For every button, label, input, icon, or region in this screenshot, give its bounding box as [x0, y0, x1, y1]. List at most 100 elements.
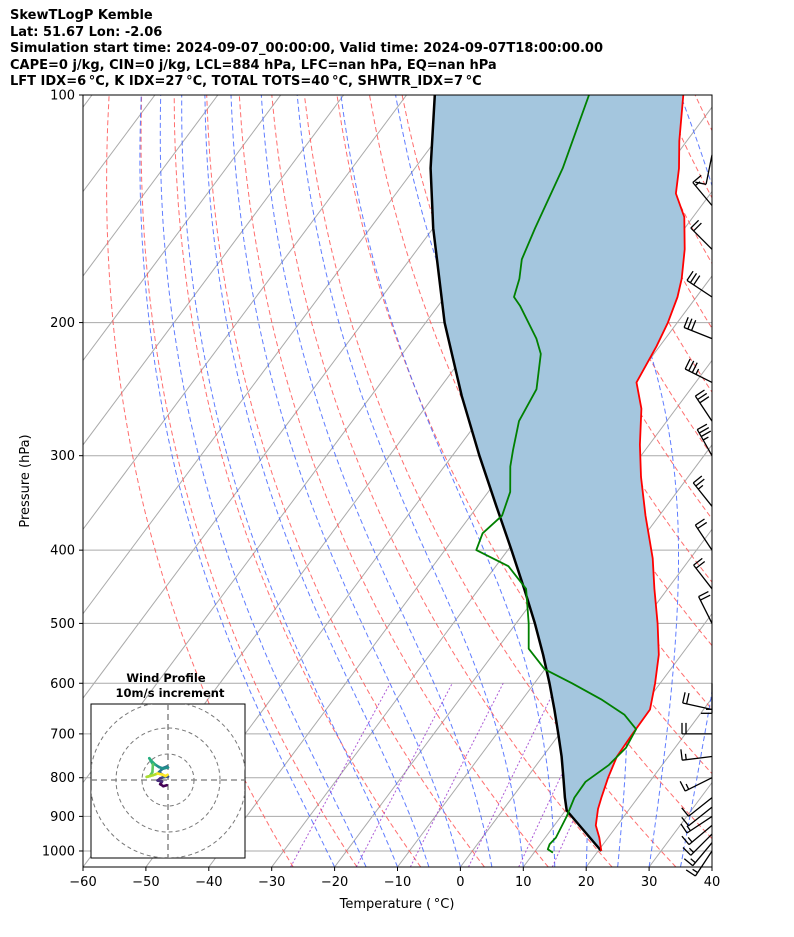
- wind-barb: [685, 850, 713, 877]
- barb-flag: [682, 847, 692, 856]
- barb-shaft: [696, 429, 713, 457]
- moist-adiabat: [340, 95, 556, 867]
- isotherm-gridline: [711, 866, 712, 867]
- barb-flag: [680, 749, 683, 761]
- x-tick-label: −40: [195, 875, 222, 890]
- dry-adiabat: [238, 95, 549, 867]
- dry-adiabat: [206, 95, 485, 867]
- isotherm-gridline: [83, 95, 219, 277]
- barb-flag: [698, 591, 709, 598]
- wind-barb: [682, 833, 713, 856]
- barb-shaft: [684, 777, 713, 792]
- moist-adiabat: [711, 864, 712, 867]
- wind-barb: [680, 815, 713, 834]
- hodograph-title: Wind Profile: [126, 671, 206, 685]
- wind-barb: [698, 591, 713, 624]
- wind-barbs: [679, 154, 713, 877]
- x-tick-label: −10: [384, 875, 411, 890]
- barb-flag: [693, 275, 701, 286]
- wind-barb: [701, 683, 713, 714]
- dry-adiabat: [760, 95, 794, 867]
- wind-barb: [680, 749, 713, 761]
- barb-flag: [683, 858, 694, 867]
- cape-cin-shading: [430, 95, 685, 851]
- barb-shaft: [690, 833, 713, 856]
- y-axis-label: Pressure (hPa): [18, 434, 33, 527]
- barb-shaft: [684, 368, 713, 383]
- hodograph-subtitle: 10m/s increment: [116, 686, 225, 700]
- barb-shaft: [694, 524, 713, 551]
- barb-half-flag: [695, 368, 700, 375]
- barb-flag: [697, 392, 708, 401]
- barb-shaft: [694, 850, 713, 877]
- barb-flag: [693, 222, 702, 232]
- y-tick-label: 700: [50, 727, 75, 742]
- dry-adiabat: [140, 95, 358, 867]
- barb-half-flag: [684, 753, 687, 760]
- barb-flag: [684, 358, 691, 370]
- sounding-profiles: [429, 95, 686, 854]
- mixing-ratio-line: [409, 683, 504, 867]
- barb-half-flag: [702, 436, 709, 441]
- isotherm-gridline: [83, 95, 282, 362]
- x-tick-label: −60: [69, 875, 96, 890]
- barb-flag: [692, 174, 702, 183]
- barb-flag: [685, 869, 696, 877]
- x-tick-label: −30: [258, 875, 285, 890]
- barb-flag: [680, 823, 688, 834]
- y-tick-label: 400: [50, 544, 75, 559]
- barb-flag: [681, 835, 690, 846]
- y-tick-label: 900: [50, 810, 75, 825]
- moist-adiabat: [230, 95, 461, 867]
- chart-title: SkewTLogP Kemble Lat: 51.67 Lon: -2.06 S…: [10, 8, 603, 91]
- barb-flag: [690, 219, 700, 229]
- barb-flag: [695, 518, 705, 526]
- wind-barb: [694, 389, 713, 422]
- wind-barb: [681, 797, 713, 817]
- barb-flag: [695, 181, 707, 185]
- barb-half-flag: [685, 783, 690, 790]
- barb-shaft: [692, 182, 713, 206]
- mixing-ratio-line: [468, 683, 559, 867]
- barb-flag: [692, 475, 703, 484]
- wind-barb: [681, 824, 713, 846]
- moist-adiabat: [260, 95, 493, 867]
- y-tick-label: 800: [50, 771, 75, 786]
- dry-adiabat: [728, 95, 794, 867]
- y-tick-label: 1000: [42, 844, 75, 859]
- barb-shaft: [693, 564, 713, 590]
- wind-barb: [683, 316, 713, 340]
- wind-barb: [681, 722, 712, 735]
- x-tick-label: 0: [456, 875, 464, 890]
- hodograph-segment: [164, 773, 169, 778]
- barb-shaft: [705, 154, 713, 185]
- barb-flag: [700, 594, 711, 601]
- y-tick-label: 300: [50, 449, 75, 464]
- barb-flag: [696, 423, 708, 431]
- x-tick-label: −50: [132, 875, 159, 890]
- barb-flag: [695, 389, 705, 397]
- wind-barb: [696, 423, 713, 457]
- x-tick-label: −20: [321, 875, 348, 890]
- isotherm-gridline: [83, 95, 345, 446]
- wind-barb: [695, 154, 713, 185]
- barb-half-flag: [690, 858, 696, 864]
- isotherm-gridline: [83, 95, 470, 615]
- barb-flag: [695, 478, 705, 487]
- barb-flag: [690, 319, 697, 331]
- moist-adiabat: [139, 95, 336, 867]
- isotherm-gridline: [83, 95, 93, 108]
- dry-adiabat: [694, 95, 712, 132]
- mixing-ratio-line: [355, 683, 453, 867]
- wind-barb: [681, 806, 713, 827]
- barb-flag: [699, 396, 710, 404]
- barb-half-flag: [688, 847, 695, 853]
- x-tick-label: 40: [704, 875, 721, 890]
- barb-shaft: [694, 395, 713, 422]
- wind-barb: [686, 270, 713, 298]
- wind-barb: [693, 557, 713, 590]
- y-tick-label: 600: [50, 677, 75, 692]
- barb-shaft: [686, 815, 713, 834]
- x-tick-label: 30: [641, 875, 658, 890]
